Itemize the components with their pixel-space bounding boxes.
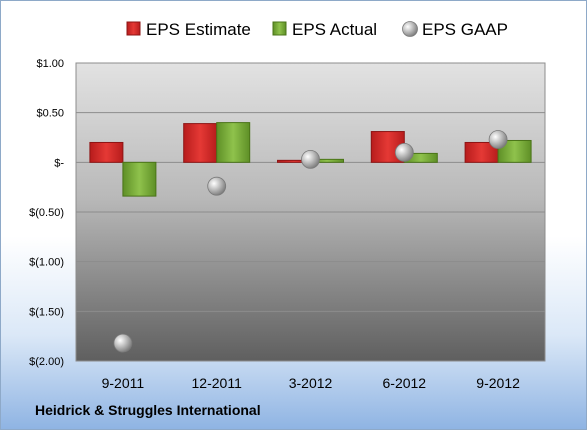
y-tick-label: $1.00 [36, 58, 64, 70]
legend-swatch-1 [272, 21, 287, 36]
legend-label: EPS Actual [292, 20, 377, 39]
chart-legend: EPS Estimate EPS Actual EPS GAAP [126, 20, 508, 39]
gaap-point [488, 130, 508, 149]
gaap-point [394, 142, 414, 162]
legend-swatch-0 [126, 21, 141, 36]
bar-eps-actual [497, 139, 532, 163]
y-tick-label: $- [54, 157, 64, 169]
bar-series [89, 122, 532, 197]
bar-eps-estimate [89, 141, 124, 163]
gridlines [76, 62, 545, 362]
x-tick-label: 9-2012 [476, 375, 520, 391]
gaap-point [301, 149, 320, 169]
gaap-points [113, 130, 508, 353]
gaap-point [113, 333, 133, 353]
y-tick-label: $(1.00) [29, 257, 64, 269]
bar-eps-actual [122, 161, 157, 197]
legend-label: EPS Estimate [146, 20, 251, 39]
y-tick-label: $(2.00) [29, 356, 64, 368]
y-tick-label: $(0.50) [29, 207, 64, 219]
x-tick-label: 9-2011 [102, 375, 145, 391]
x-tick-label: 12-2011 [192, 375, 243, 391]
company-name: Heidrick & Struggles International [35, 402, 261, 418]
x-axis-ticks: 9-2011 12-2011 3-2012 6-2012 9-2012 [102, 375, 520, 391]
y-axis-ticks: $1.00 $0.50 $- $(0.50) $(1.00) $(1.50) $(2.00) [29, 58, 64, 368]
y-tick-label: $(1.50) [29, 306, 64, 318]
gaap-point [207, 176, 227, 196]
y-tick-label: $0.50 [36, 108, 64, 120]
x-tick-label: 6-2012 [383, 375, 427, 391]
legend-swatch-2 [402, 21, 418, 37]
bar-eps-actual [216, 122, 251, 163]
legend-label: EPS GAAP [422, 20, 508, 39]
bar-eps-estimate [183, 123, 218, 163]
x-tick-label: 3-2012 [289, 375, 333, 391]
